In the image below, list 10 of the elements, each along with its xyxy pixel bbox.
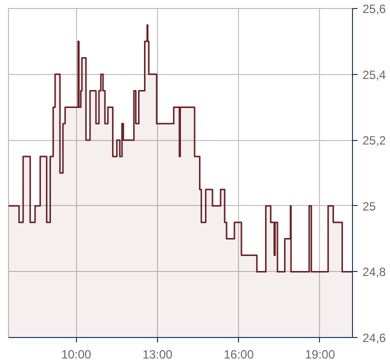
y-tick-label: 24,8 — [362, 265, 386, 280]
y-tick-label: 25 — [362, 199, 376, 214]
y-tick-label: 25,2 — [362, 134, 386, 148]
y-tick-label: 25,6 — [362, 2, 386, 16]
y-tick-label: 25,4 — [362, 68, 386, 82]
y-tick-label: 24,6 — [362, 331, 386, 345]
x-tick-label: 19:00 — [304, 348, 336, 362]
x-tick-label: 13:00 — [142, 348, 173, 362]
x-tick-label: 16:00 — [224, 348, 254, 362]
x-tick-label: 10:00 — [61, 348, 92, 362]
